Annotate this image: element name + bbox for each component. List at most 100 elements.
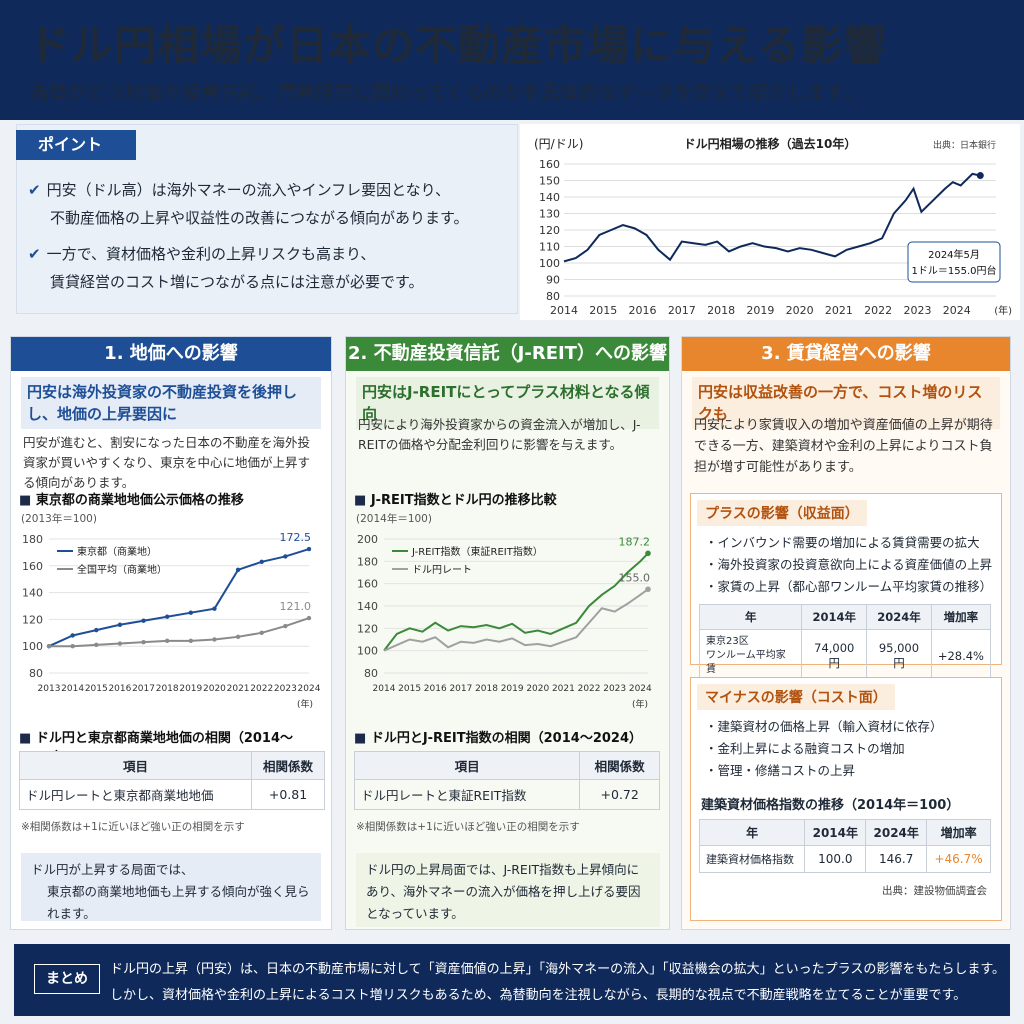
y-tick-label: 80: [546, 290, 560, 303]
plus-impact-box: プラスの影響（収益面） インバウンド需要の増加による賃貸需要の拡大 海外投資家の…: [690, 493, 1002, 683]
x-tick-label: 2014: [550, 304, 578, 317]
x-axis-unit: (年): [632, 698, 648, 710]
y-tick-label: 140: [539, 191, 560, 204]
y-tick-label: 120: [22, 613, 43, 626]
x-tick-label: 2020: [526, 684, 549, 694]
land-data-point: [141, 618, 146, 623]
land-series-line: [49, 617, 310, 648]
land-data-point: [117, 622, 123, 627]
jreit-chart-title: J-REIT指数とドル円の推移比較: [354, 489, 557, 508]
annotation-line1: 2024年5月: [928, 248, 980, 261]
land-data-point: [70, 633, 75, 638]
x-tick-label: 2022: [250, 684, 273, 694]
table-cell: +0.81: [251, 779, 325, 810]
land-data-point: [306, 615, 312, 621]
table-cell: 東京23区 ワンルーム平均家賃: [698, 629, 803, 683]
jreit-chart: 80 100 120 140 160 180 200 2014 2015 2016 2017 2018…: [348, 523, 668, 713]
end-label: 172.5: [280, 531, 312, 544]
legend-label: 東京都（商業地）: [77, 545, 157, 558]
x-tick-label: 2018: [475, 684, 498, 694]
legend-label: ドル円レート: [412, 565, 472, 576]
table-cell: 95,000円: [866, 629, 932, 683]
legend-label: J-REIT指数（東証REIT指数）: [411, 545, 543, 558]
list-item: 家賃の上昇（都心部ワンルーム平均家賃の推移）: [691, 576, 1001, 598]
page-title: ドル円相場が日本の不動産市場に与える影響: [28, 21, 887, 70]
jreit-corr-table: 項目 相関係数 ドル円レートと東証REIT指数 +0.72: [353, 751, 660, 810]
reit-end-point: [645, 586, 651, 593]
land-callout-line1: ドル円が上昇する局面では、: [31, 862, 194, 877]
table-cell: 74,000円: [801, 629, 868, 683]
land-data-point: [94, 642, 99, 648]
land-data-point: [283, 554, 288, 559]
x-tick-label: 2013: [38, 684, 61, 694]
land-data-point: [46, 644, 52, 649]
x-tick-label: 2014: [373, 684, 396, 694]
land-data-point: [94, 627, 99, 633]
y-tick-label: 140: [357, 600, 378, 613]
x-tick-label: 2021: [825, 304, 853, 317]
land-callout: ドル円が上昇する局面では、 東京都の商業地地価も上昇する傾向が強く見られます。: [21, 853, 321, 921]
x-axis-unit: (年): [297, 698, 313, 710]
point-item-1-line2: 不動産価格の上昇や収益性の改善につながる傾向があります。: [50, 209, 469, 227]
land-data-point: [117, 641, 123, 646]
y-tick-label: 150: [539, 175, 560, 188]
table-cell: 100.0: [804, 845, 867, 873]
x-tick-label: 2017: [132, 684, 155, 694]
list-item: 金利上昇による融資コストの増加: [691, 738, 1001, 760]
jreit-chart-svg: 80 100 120 140 160 180 200 2014 2015 2016 2017 2018…: [357, 533, 652, 710]
y-tick-label: 160: [539, 158, 560, 171]
point-item-1-line1: 円安（ドル高）は海外マネーの流入やインフレ要因となり、: [46, 181, 451, 199]
x-tick-label: 2020: [203, 684, 226, 694]
land-data-point: [235, 634, 241, 640]
land-data-point: [259, 559, 264, 564]
x-tick-label: 2019: [501, 684, 524, 694]
jreit-panel: 2. 不動産投資信託（J-REIT）への影響 円安はJ-REITにとってプラス材…: [345, 336, 670, 930]
legend-label: 全国平均（商業地）: [77, 563, 167, 576]
x-tick-label: 2016: [629, 304, 657, 317]
page-subtitle: 為替がどう地価や投資信託、賃貸経営に関わってくるのかを具体的なデータを交えて紹介…: [30, 82, 862, 104]
x-tick-label: 2023: [274, 684, 297, 694]
header-banner: [0, 0, 1024, 120]
point-item-2: ✔ 一方で、資材価格や金利の上昇リスクも高まり、 賃貸経営のコスト増につながる点に…: [28, 240, 508, 296]
land-data-point: [141, 639, 146, 645]
chart-title: ドル円相場の推移（過去10年）: [684, 136, 857, 151]
rental-lead: 円安は収益改善の一方で、コスト増のリスクも: [692, 377, 1000, 429]
land-data-point: [212, 606, 217, 611]
y-tick-label: 80: [29, 667, 43, 680]
x-tick-label: 2016: [108, 684, 131, 694]
x-tick-label: 2022: [578, 684, 601, 694]
table-header: 2024年: [865, 819, 928, 846]
summary-tag: まとめ: [34, 964, 100, 994]
table-cell: +46.7%: [926, 845, 991, 873]
jreit-chart-note: (2014年＝100): [356, 513, 432, 525]
table-cell: 146.7: [865, 845, 928, 873]
table-header: 年: [698, 604, 803, 630]
x-tick-label: 2023: [603, 684, 626, 694]
land-corr-table: 項目 相関係数 ドル円レートと東京都商業地地価 +0.81: [18, 751, 325, 810]
rent-row-label-1: 東京23区: [706, 636, 749, 647]
x-tick-label: 2017: [449, 684, 472, 694]
y-tick-label: 160: [22, 560, 43, 573]
table-header: 増加率: [930, 604, 992, 630]
land-price-body: 円安が進むと、割安になった日本の不動産を海外投資家が買いやすくなり、東京を中心に…: [23, 435, 311, 490]
y-tick-label: 180: [22, 533, 43, 546]
rental-panel-header: 3. 賃貸経営への影響: [682, 337, 1010, 371]
end-label: 187.2: [619, 535, 651, 548]
summary-bar: まとめ ドル円の上昇（円安）は、日本の不動産市場に対して「資産価値の上昇」「海外…: [14, 944, 1010, 1016]
table-header: 相関係数: [251, 751, 325, 780]
land-callout-line2: 東京都の商業地地価も上昇する傾向が強く見られます。: [47, 884, 310, 921]
x-tick-label: 2014: [61, 684, 84, 694]
table-cell: +28.4%: [930, 629, 992, 683]
land-price-panel: 1. 地価への影響 円安は海外投資家の不動産投資を後押しし、地価の上昇要因に 円…: [10, 336, 332, 930]
jreit-body: 円安により海外投資家からの資金流入が増加し、J-REITの価格や分配金利回りに影…: [358, 417, 641, 452]
jreit-corr-title: ドル円とJ-REIT指数の相関（2014～2024）: [354, 727, 642, 746]
check-icon: ✔: [28, 181, 41, 199]
x-tick-label: 2019: [179, 684, 202, 694]
x-tick-label: 2023: [903, 304, 931, 317]
land-data-point: [212, 637, 217, 642]
land-data-point: [70, 644, 75, 649]
y-axis-label: (円/ドル): [534, 137, 583, 151]
summary-line-2: しかし、資材価格や金利の上昇によるコスト増リスクもあるため、為替動向を注視しなが…: [110, 988, 967, 1003]
land-data-point: [164, 614, 170, 619]
land-price-chart-title: 東京都の商業地地価公示価格の推移: [19, 489, 244, 508]
